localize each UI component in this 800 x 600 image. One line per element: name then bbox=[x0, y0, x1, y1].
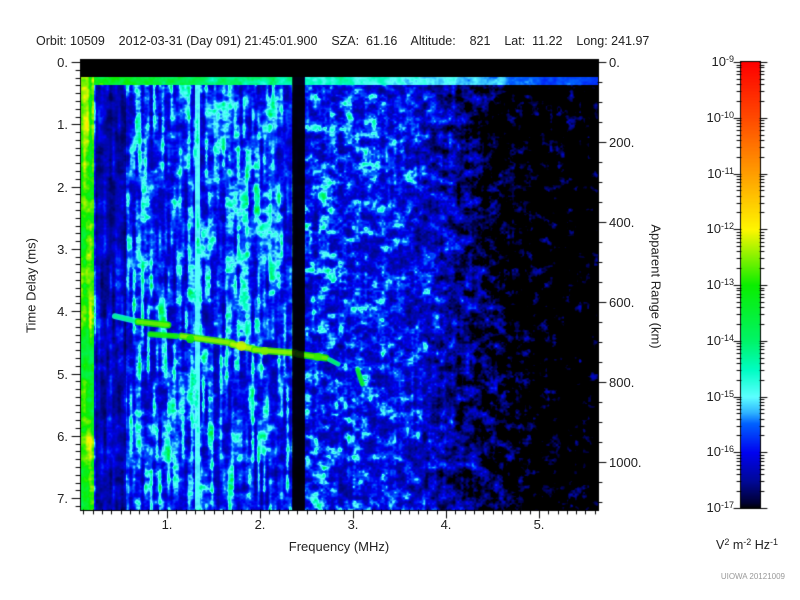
credit-label: UIOWA 20121009 bbox=[720, 572, 785, 581]
colorbar-tick-label: 10-14 bbox=[706, 332, 734, 348]
colorbar-tick-label: 10-10 bbox=[706, 109, 734, 125]
colorbar-tick-label: 10-12 bbox=[706, 221, 734, 237]
y2-tick-label: 800. bbox=[609, 375, 635, 390]
x-tick-label: 4. bbox=[440, 517, 452, 532]
y-tick-label: 6. bbox=[57, 428, 68, 444]
x-axis-title: Frequency (MHz) bbox=[288, 539, 390, 554]
y-tick-label: 0. bbox=[57, 55, 68, 70]
y2-tick-label: 400. bbox=[609, 215, 635, 230]
y-tick-label: 7. bbox=[57, 491, 68, 507]
x-tick-label: 3. bbox=[347, 517, 359, 532]
y2-tick-label: 1000. bbox=[609, 455, 642, 470]
y-axis-title-left: Time Delay (ms) bbox=[23, 238, 39, 333]
colorbar-tick-label: 10-13 bbox=[706, 277, 734, 292]
colorbar-tick-label: 10-11 bbox=[707, 165, 734, 181]
y-tick-label: 2. bbox=[57, 179, 68, 195]
y-tick-label: 1. bbox=[57, 117, 68, 133]
y-tick-label: 3. bbox=[57, 241, 68, 257]
x-tick-label: 1. bbox=[161, 517, 173, 532]
observation-header: Orbit: 10509 2012-03-31 (Day 091) 21:45:… bbox=[36, 34, 650, 48]
y2-tick-label: 600. bbox=[609, 295, 635, 310]
y2-tick-label: 200. bbox=[609, 135, 635, 150]
colorbar-tick-label: 10-16 bbox=[706, 444, 734, 460]
colorbar-tick-label: 10-15 bbox=[706, 388, 734, 404]
x-tick-label: 2. bbox=[254, 517, 266, 532]
colorbar-tick-label: 10-9 bbox=[711, 54, 734, 69]
y-tick-label: 4. bbox=[57, 304, 68, 320]
y-tick-label: 5. bbox=[57, 366, 68, 382]
y2-tick-label: 0. bbox=[609, 55, 620, 70]
colorbar-units-label: V2 m-2 Hz-1 bbox=[715, 537, 779, 552]
x-tick-label: 5. bbox=[533, 517, 545, 532]
colorbar-tick-label: 10-17 bbox=[706, 500, 734, 515]
